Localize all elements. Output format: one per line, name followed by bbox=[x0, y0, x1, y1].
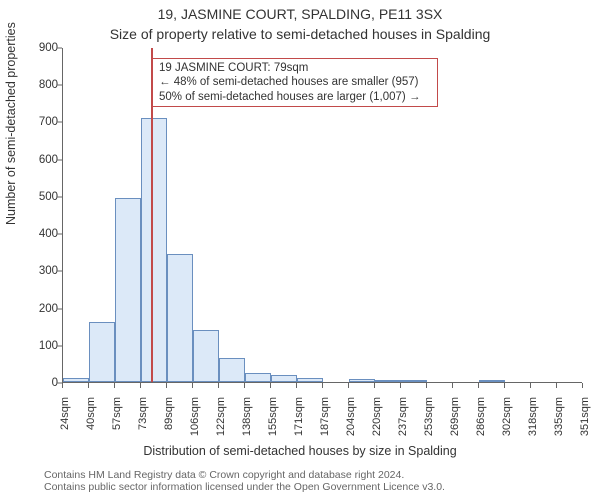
histogram-bar bbox=[479, 380, 505, 382]
histogram-bar bbox=[193, 330, 219, 382]
x-tick-label: 237sqm bbox=[397, 397, 409, 436]
x-tick-label: 155sqm bbox=[267, 397, 279, 436]
y-tick-mark bbox=[57, 159, 62, 160]
y-axis-label: Number of semi-detached properties bbox=[4, 22, 18, 225]
y-tick-mark bbox=[57, 48, 62, 49]
y-tick-mark bbox=[57, 85, 62, 86]
histogram-bar bbox=[271, 375, 297, 382]
x-tick-mark bbox=[114, 383, 115, 388]
x-tick-mark bbox=[270, 383, 271, 388]
y-tick-label: 300 bbox=[18, 265, 58, 277]
x-tick-mark bbox=[140, 383, 141, 388]
chart-container: 19, JASMINE COURT, SPALDING, PE11 3SX Si… bbox=[0, 0, 600, 500]
x-tick-label: 40sqm bbox=[85, 397, 97, 430]
x-tick-mark bbox=[556, 383, 557, 388]
histogram-bar bbox=[115, 198, 141, 382]
y-tick-label: 500 bbox=[18, 191, 58, 203]
y-tick-mark bbox=[57, 196, 62, 197]
x-tick-mark bbox=[530, 383, 531, 388]
annotation-line: 50% of semi-detached houses are larger (… bbox=[159, 90, 431, 104]
x-tick-mark bbox=[88, 383, 89, 388]
x-tick-mark bbox=[374, 383, 375, 388]
y-tick-mark bbox=[57, 345, 62, 346]
y-tick-label: 800 bbox=[18, 79, 58, 91]
y-tick-label: 200 bbox=[18, 303, 58, 315]
y-tick-mark bbox=[57, 308, 62, 309]
footer: Contains HM Land Registry data © Crown c… bbox=[44, 469, 445, 494]
y-tick-mark bbox=[57, 271, 62, 272]
x-tick-label: 187sqm bbox=[319, 397, 331, 436]
x-tick-mark bbox=[62, 383, 63, 388]
histogram-bar bbox=[89, 322, 115, 382]
y-tick-label: 700 bbox=[18, 116, 58, 128]
chart-title-line2: Size of property relative to semi-detach… bbox=[0, 26, 600, 42]
x-tick-mark bbox=[452, 383, 453, 388]
histogram-bar bbox=[63, 378, 89, 382]
annotation-line: 19 JASMINE COURT: 79sqm bbox=[159, 61, 431, 75]
x-tick-mark bbox=[582, 383, 583, 388]
y-tick-label: 400 bbox=[18, 228, 58, 240]
histogram-bar bbox=[297, 378, 323, 382]
x-tick-mark bbox=[426, 383, 427, 388]
x-tick-label: 171sqm bbox=[293, 397, 305, 436]
x-tick-label: 302sqm bbox=[501, 397, 513, 436]
x-tick-label: 286sqm bbox=[475, 397, 487, 436]
histogram-bar bbox=[349, 379, 375, 382]
x-tick-label: 253sqm bbox=[423, 397, 435, 436]
y-tick-label: 0 bbox=[18, 377, 58, 389]
x-tick-label: 220sqm bbox=[371, 397, 383, 436]
x-tick-mark bbox=[192, 383, 193, 388]
x-tick-label: 24sqm bbox=[59, 397, 71, 430]
x-tick-label: 351sqm bbox=[579, 397, 591, 436]
x-tick-mark bbox=[166, 383, 167, 388]
x-tick-mark bbox=[218, 383, 219, 388]
footer-line1: Contains HM Land Registry data © Crown c… bbox=[44, 469, 445, 482]
x-tick-label: 122sqm bbox=[215, 397, 227, 436]
histogram-bar bbox=[219, 358, 245, 382]
y-tick-label: 600 bbox=[18, 154, 58, 166]
x-tick-mark bbox=[348, 383, 349, 388]
x-tick-label: 335sqm bbox=[553, 397, 565, 436]
x-tick-mark bbox=[296, 383, 297, 388]
footer-line2: Contains public sector information licen… bbox=[44, 481, 445, 494]
x-tick-mark bbox=[244, 383, 245, 388]
x-tick-label: 318sqm bbox=[527, 397, 539, 436]
x-tick-label: 73sqm bbox=[137, 397, 149, 430]
x-tick-label: 89sqm bbox=[163, 397, 175, 430]
histogram-bar bbox=[141, 118, 167, 382]
y-tick-label: 100 bbox=[18, 340, 58, 352]
x-tick-mark bbox=[322, 383, 323, 388]
x-tick-mark bbox=[504, 383, 505, 388]
annotation-line: ← 48% of semi-detached houses are smalle… bbox=[159, 75, 431, 89]
histogram-bar bbox=[375, 380, 401, 382]
x-tick-mark bbox=[400, 383, 401, 388]
chart-title-line1: 19, JASMINE COURT, SPALDING, PE11 3SX bbox=[0, 6, 600, 22]
histogram-bar bbox=[245, 373, 271, 382]
x-axis-label: Distribution of semi-detached houses by … bbox=[0, 444, 600, 458]
x-tick-label: 204sqm bbox=[345, 397, 357, 436]
x-tick-label: 106sqm bbox=[189, 397, 201, 436]
y-tick-mark bbox=[57, 234, 62, 235]
annotation-box: 19 JASMINE COURT: 79sqm← 48% of semi-det… bbox=[152, 58, 438, 107]
x-tick-label: 57sqm bbox=[111, 397, 123, 430]
histogram-bar bbox=[167, 254, 193, 382]
x-tick-label: 138sqm bbox=[241, 397, 253, 436]
y-tick-label: 900 bbox=[18, 42, 58, 54]
histogram-bar bbox=[401, 380, 427, 382]
y-tick-mark bbox=[57, 122, 62, 123]
x-tick-mark bbox=[478, 383, 479, 388]
x-tick-label: 269sqm bbox=[449, 397, 461, 436]
